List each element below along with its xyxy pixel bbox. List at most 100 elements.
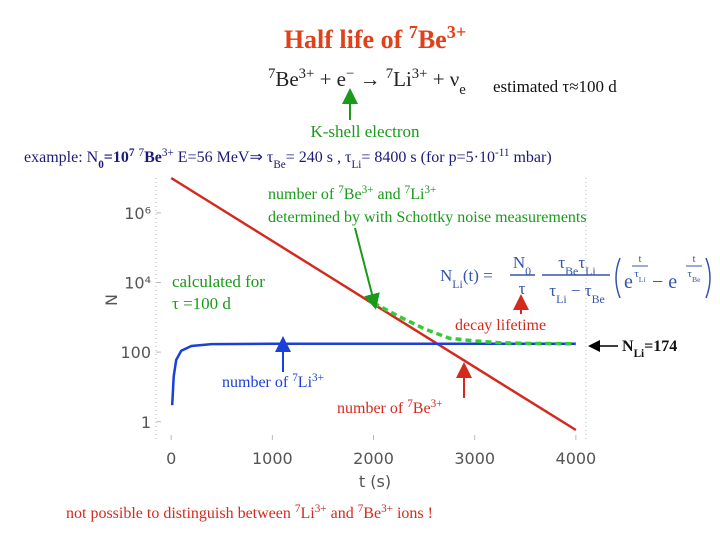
sub: Li <box>634 348 645 360</box>
t: and <box>373 186 404 203</box>
bottom-note: not possible to distinguish between 7Li3… <box>66 503 433 522</box>
sub: 0 <box>525 264 531 278</box>
be-label: number of 7Be3+ <box>337 398 442 417</box>
reaction: 7Be3+ + e− → 7Li3+ + νe <box>268 66 466 98</box>
sup: 7 <box>295 503 301 515</box>
y-tick-label: 100 <box>120 343 151 362</box>
t: − τ <box>567 281 592 300</box>
t: Li <box>410 186 425 203</box>
t: → <box>354 67 386 91</box>
exp: τBe <box>688 268 702 284</box>
sup: 7 <box>407 398 413 410</box>
exp: τLi <box>634 268 645 284</box>
fraction: τLi − τBe <box>549 281 605 306</box>
t: Li <box>298 374 313 391</box>
arrow <box>354 227 380 310</box>
x-tick-label: 2000 <box>353 449 394 468</box>
sup: 3+ <box>315 503 327 515</box>
x-tick-label: 0 <box>166 449 176 468</box>
t: example: N <box>24 149 99 166</box>
t: Be <box>275 67 298 91</box>
t: =10 <box>104 149 129 166</box>
sup: 3+ <box>162 147 174 159</box>
t: = 240 s , τ <box>286 149 352 166</box>
sub: e <box>459 82 466 98</box>
sub: 0 <box>98 159 104 171</box>
y-tick-label: 10⁴ <box>124 273 151 292</box>
exp: t <box>692 253 695 265</box>
t: number of <box>337 400 407 417</box>
sub: Be <box>592 292 605 306</box>
t: τ <box>578 253 585 272</box>
t: Be <box>363 505 381 522</box>
x-axis-label: t (s) <box>359 472 391 491</box>
sup: 7 <box>405 184 411 196</box>
series-line <box>170 342 576 406</box>
plot: 1 100 10⁴ 10⁶ 0 1000 2000 3000 4000 t (s) N <box>102 176 597 491</box>
sup: 7 <box>358 503 364 515</box>
sub: Be <box>273 159 285 171</box>
t: τ <box>688 268 693 280</box>
t: number of <box>222 374 292 391</box>
t: Be <box>413 400 431 417</box>
y-tick-label: 1 <box>141 413 151 432</box>
series-line <box>372 301 576 346</box>
title: Half life of 7Be3+ <box>284 22 466 54</box>
sup: 7 <box>386 66 393 82</box>
sub: Li <box>351 159 361 171</box>
sup: 7 <box>268 66 275 82</box>
t: N <box>513 253 525 272</box>
calc: calculated for <box>172 272 265 291</box>
t: N <box>440 266 452 285</box>
exp: − e <box>652 271 677 293</box>
sup: 3+ <box>381 503 393 515</box>
x-tick-label: 3000 <box>454 449 495 468</box>
kshell: K-shell electron <box>310 122 420 141</box>
sub: Li <box>639 275 646 284</box>
t: ions ! <box>393 505 433 522</box>
t: N <box>622 338 634 355</box>
estimated: estimated τ≈100 d <box>493 77 617 96</box>
sup: 7 <box>129 147 135 159</box>
t: (t) = <box>463 266 493 285</box>
sub: Li <box>585 264 596 278</box>
li-label: number of 7Li3+ <box>222 372 324 391</box>
t: number of <box>268 186 338 203</box>
example: example: N0=107 7Be3+ E=56 MeV⇒ τBe= 240… <box>24 147 552 171</box>
schottky: number of 7Be3+ and 7Li3+ <box>268 184 436 203</box>
x-tick-label: 4000 <box>556 449 597 468</box>
schottky: determined by with Schottky noise measur… <box>268 209 587 226</box>
sup: 7 <box>409 22 418 42</box>
sup: 3+ <box>447 22 466 42</box>
paren <box>615 257 621 299</box>
t: E=56 MeV⇒ τ <box>174 149 274 166</box>
sup: 7 <box>338 184 344 196</box>
x-tick-label: 1000 <box>252 449 293 468</box>
t: Half life of <box>284 25 409 54</box>
t: mbar) <box>509 149 551 166</box>
t: τ <box>549 281 556 300</box>
sub: Li <box>556 292 567 306</box>
y-tick-label: 10⁶ <box>124 204 151 223</box>
exp: t <box>638 253 641 265</box>
sub: Li <box>452 277 463 291</box>
t: Be <box>344 186 362 203</box>
calc: τ =100 d <box>172 294 231 313</box>
t: + e <box>314 67 346 91</box>
sup: 3+ <box>299 66 315 82</box>
sup: -11 <box>495 147 510 159</box>
sup: 3+ <box>362 184 374 196</box>
t: = 8400 s (for p=5·10 <box>361 149 495 166</box>
fraction: N0 <box>513 253 531 278</box>
t: + ν <box>427 67 459 91</box>
fraction: τ <box>519 279 526 298</box>
t: τ <box>558 253 565 272</box>
formula-lhs: NLi(t) = <box>440 266 493 291</box>
sub: Be <box>565 264 578 278</box>
sup: 7 <box>292 372 298 384</box>
t: Li <box>393 67 412 91</box>
t: =174 <box>644 338 677 355</box>
t: not possible to distinguish between <box>66 505 295 522</box>
sup: 7 <box>139 147 145 159</box>
